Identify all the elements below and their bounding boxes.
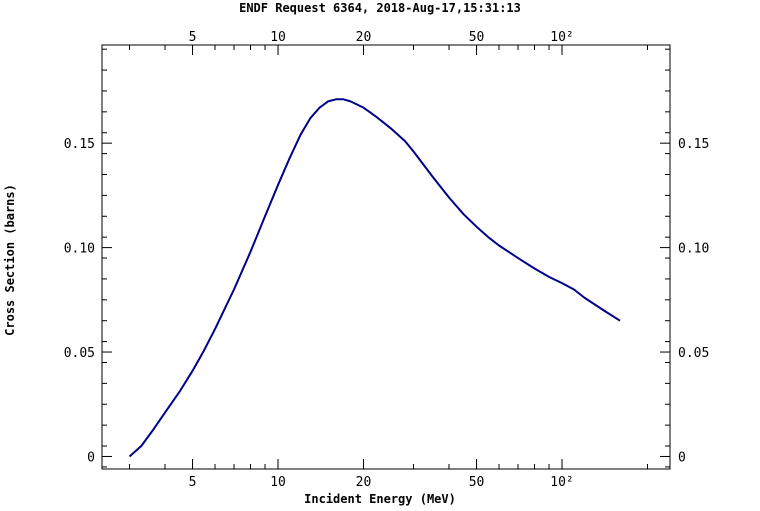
x-tick-label-bottom: 20: [356, 475, 372, 490]
y-tick-label-left: 0.10: [64, 242, 95, 257]
x-tick-label-bottom: 10²: [550, 475, 573, 490]
x-tick-label-top: 20: [356, 30, 372, 45]
plot-frame: [101, 44, 671, 470]
y-tick-label-right: 0: [678, 450, 686, 465]
y-tick-label-right: 0.15: [678, 137, 709, 152]
y-tick-label-left: 0.15: [64, 137, 95, 152]
x-axis-label: Incident Energy (MeV): [304, 492, 456, 506]
x-tick-label-bottom: 10: [270, 475, 286, 490]
x-tick-label-bottom: 5: [189, 475, 197, 490]
y-axis-label: Cross Section (barns): [3, 184, 17, 336]
x-tick-label-top: 10²: [550, 30, 573, 45]
y-axis: 0 0 0.05 0.05 0.10 0.10 0.15 0.15: [64, 48, 709, 468]
y-tick-label-left: 0.05: [64, 346, 95, 361]
series-line-cross-section: [128, 98, 621, 458]
y-tick-label-right: 0.05: [678, 346, 709, 361]
x-tick-label-top: 5: [189, 30, 197, 45]
x-axis: 5 5 10 10 20 20 50 50 10² 10²: [129, 30, 649, 490]
x-tick-label-bottom: 50: [469, 475, 485, 490]
y-tick-label-right: 0.10: [678, 242, 709, 257]
x-tick-label-top: 50: [469, 30, 485, 45]
chart-title: ENDF Request 6364, 2018-Aug-17,15:31:13: [239, 1, 521, 15]
x-tick-label-top: 10: [270, 30, 286, 45]
y-tick-label-left: 0: [87, 450, 95, 465]
